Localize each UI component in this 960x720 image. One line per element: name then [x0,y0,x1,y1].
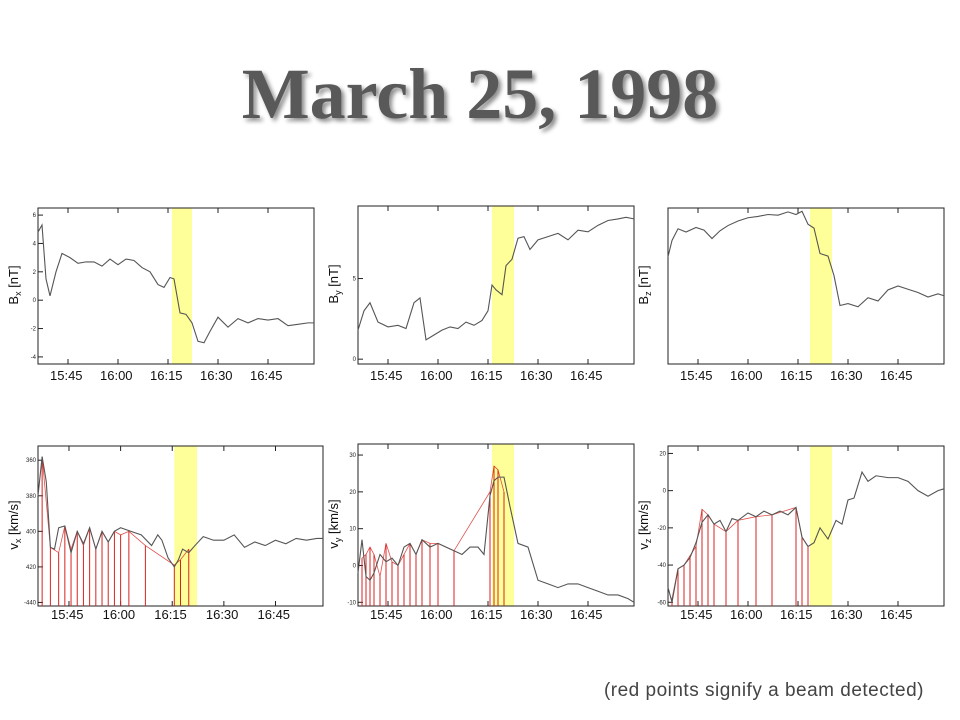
chart-svg [667,207,945,365]
x-tick-label: 16:45 [570,368,603,383]
x-tick-label: 16:00 [420,607,453,622]
y-tick-label: 2 [33,270,37,276]
x-tick-label: 16:15 [780,607,813,622]
y-tick-label: 0 [33,298,37,304]
y-tick-label: 20 [349,490,356,496]
plot-frame [357,205,635,365]
x-tick-label: 16:30 [520,607,553,622]
svg-text:vz [km/s]: vz [km/s] [636,500,653,549]
x-tick-label: 16:00 [420,368,453,383]
x-tick-label: 16:15 [154,607,187,622]
y-tick-label: 0 [353,564,357,570]
svg-text:By [nT]: By [nT] [326,264,343,303]
x-tick-label: 16:45 [570,607,603,622]
plot-frame [667,207,945,365]
y-axis-label: Bx [nT] [4,230,24,343]
x-tick-label: 16:00 [730,368,763,383]
chart-svg: 20 0 -20 -40 -60 [657,445,945,607]
plot-frame [667,445,945,607]
series-line [667,470,945,603]
x-tick-label: 16:00 [100,368,133,383]
series-line [37,223,314,344]
x-tick-label: 16:45 [257,607,291,622]
y-tick-label: -440 [24,600,37,606]
x-tick-label: 16:15 [150,368,183,383]
highlight-band [810,446,832,606]
chart-panel-vz: 20 0 -20 -40 -60 [654,445,946,612]
y-tick-label: -60 [657,600,666,606]
chart-panel-Bx: 6 4 2 0 -2 -4 [24,207,316,370]
y-axis-label: vy [km/s] [324,469,344,582]
beam-line [41,456,190,566]
y-tick-label: 0 [353,357,357,363]
plot-frame [357,443,635,607]
y-axis-label: Bz [nT] [634,230,654,343]
y-tick-label: -2 [31,327,37,333]
y-axis-label: vz [km/s] [634,470,654,583]
series-line [37,456,323,568]
x-tick-label: 15:45 [370,607,403,622]
x-tick-label: 16:15 [470,368,503,383]
series-line [357,476,635,603]
x-tick-label: 15:45 [50,368,83,383]
series-line [667,210,945,308]
x-tick-label: 15:45 [680,368,713,383]
x-tick-label: 16:45 [880,368,913,383]
y-tick-label: 0 [663,489,667,495]
plot-frame [37,207,315,365]
x-tick-label: 15:45 [50,607,84,622]
y-tick-label: 30 [349,453,356,459]
svg-text:Bz [nT]: Bz [nT] [636,265,653,304]
x-tick-label: 16:30 [200,368,233,383]
y-tick-label: 400 [26,529,37,535]
x-tick-label: 15:45 [680,607,713,622]
x-tick-label: 16:30 [830,368,863,383]
x-tick-label: 16:30 [205,607,239,622]
y-tick-label: -10 [347,600,356,606]
slide-title: March 25, 1998 [241,54,719,134]
chart-panel-Bz [654,207,946,370]
chart-svg: -10 0 10 20 30 [347,443,635,607]
y-tick-label: -4 [31,355,37,361]
y-tick-label: 6 [33,213,37,219]
x-tick-label: 16:15 [470,607,503,622]
highlight-band [174,446,198,606]
svg-text:vx [km/s]: vx [km/s] [6,500,23,549]
y-tick-label: 10 [349,527,356,533]
highlight-band [810,208,832,364]
chart-panel-vy: -10 0 10 20 30 [344,443,636,612]
y-tick-label: -40 [657,563,666,569]
y-tick-label: 380 [26,494,37,500]
chart-svg: 6 4 2 0 -2 -4 [31,207,315,365]
x-tick-label: 16:30 [520,368,553,383]
svg-text:Bx [nT]: Bx [nT] [6,265,23,304]
x-tick-label: 16:45 [880,607,913,622]
highlight-band [172,208,192,364]
y-tick-label: 20 [659,451,666,457]
chart-svg: 05 [353,205,635,365]
x-tick-label: 16:15 [780,368,813,383]
y-tick-label: 360 [26,458,37,464]
footnote: (red points signify a beam detected) [603,680,924,701]
x-tick-label: 15:45 [370,368,403,383]
y-axis-label: vx [km/s] [4,470,24,583]
y-axis-label: By [nT] [324,229,344,342]
chart-panel-vx: 360 380 400 420 -440 [24,445,325,612]
x-tick-label: 16:00 [102,607,136,622]
series-line [357,216,635,341]
beam-line [361,465,505,577]
x-tick-label: 16:30 [830,607,863,622]
x-tick-label: 16:00 [730,607,763,622]
chart-svg: 360 380 400 420 -440 [24,445,324,607]
svg-text:vy [km/s]: vy [km/s] [326,499,343,548]
highlight-band [492,444,514,606]
y-tick-label: 4 [33,241,37,247]
x-tick-label: 16:45 [250,368,283,383]
y-tick-label: -20 [657,526,666,532]
y-tick-label: 5 [353,277,357,283]
y-tick-label: 420 [26,565,37,571]
